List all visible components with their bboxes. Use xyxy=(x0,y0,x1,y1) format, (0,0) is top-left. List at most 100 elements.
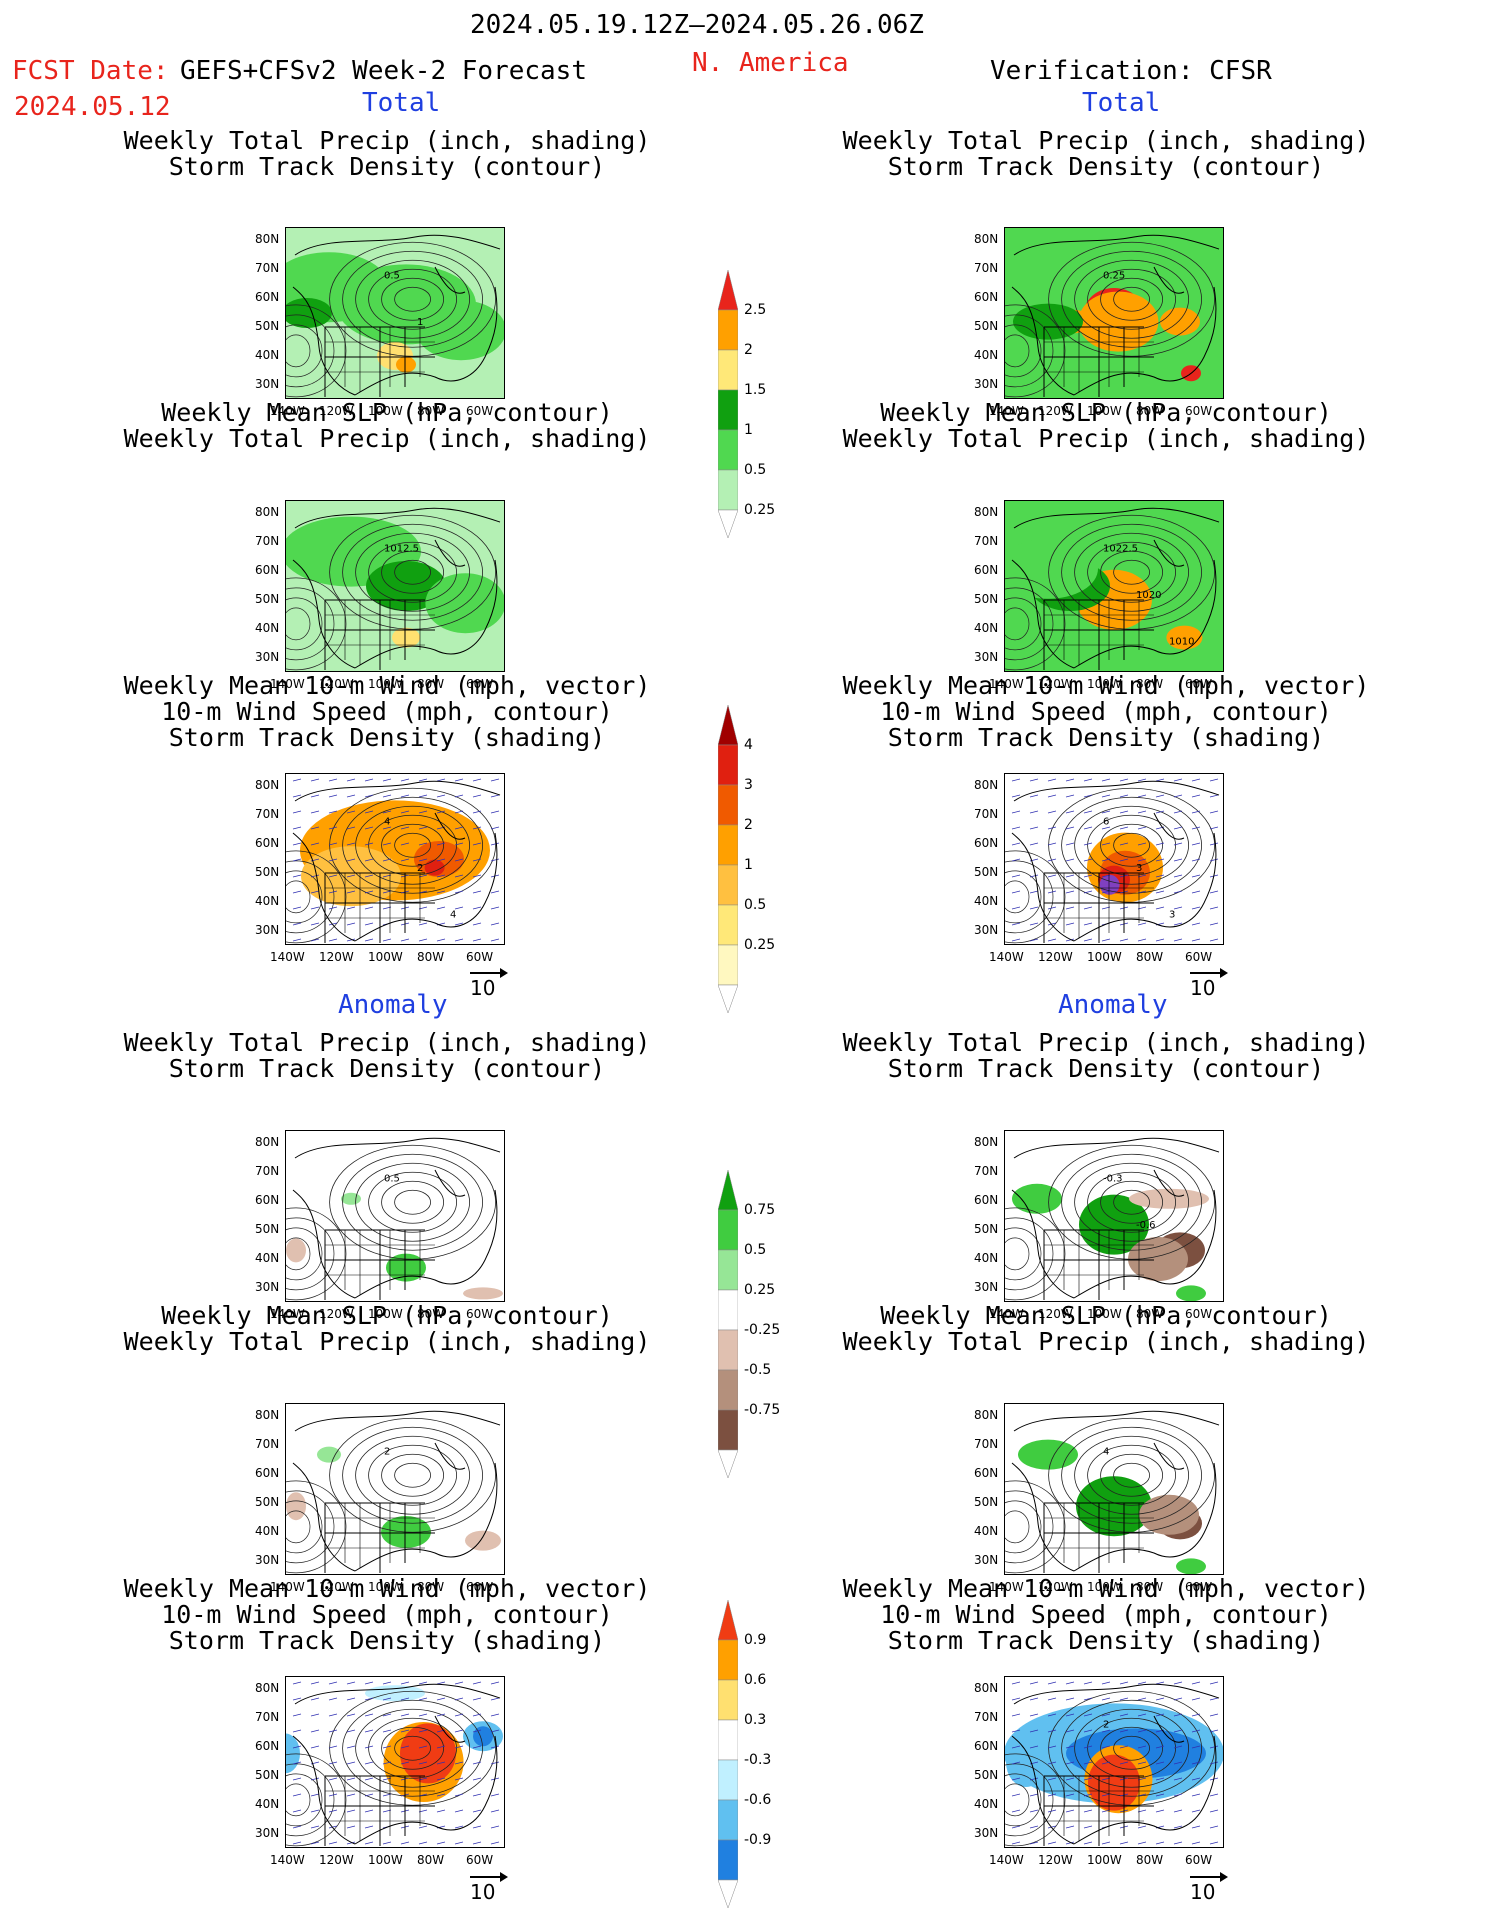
wind-vector xyxy=(472,1825,482,1829)
contour-line xyxy=(1048,1144,1215,1260)
lat-tick-label: 80N xyxy=(255,232,280,246)
wind-vector xyxy=(310,1793,320,1797)
wind-vector xyxy=(1029,794,1039,798)
wind-vector xyxy=(400,794,410,798)
wind-vector xyxy=(1101,810,1111,814)
wind-vector xyxy=(1209,938,1219,942)
wind-vector xyxy=(418,1697,428,1701)
map-fc-total-slp: 1012.5 80N 70N 60N 50N 40N 30N 140W 120W 100W 80W 6… xyxy=(245,500,506,690)
wind-vector xyxy=(1029,778,1039,782)
wind-vector xyxy=(454,842,464,846)
lat-tick-label: 80N xyxy=(974,505,999,519)
map-fc-anom-slp-plot: 2 xyxy=(245,1403,505,1575)
wind-vector xyxy=(1029,1777,1039,1781)
wind-vector xyxy=(1119,1729,1129,1733)
wind-vector xyxy=(1083,842,1093,846)
lon-tick-label: 80W xyxy=(417,1580,445,1594)
wind-vector xyxy=(1029,906,1039,910)
colorbar-total_storm-swatches xyxy=(717,704,739,1014)
wind-vector xyxy=(328,938,338,942)
shading-region xyxy=(1079,1194,1149,1255)
contour-line xyxy=(1100,277,1163,321)
wind-vector xyxy=(454,1729,464,1733)
wind-vector xyxy=(400,1745,410,1749)
wind-vector xyxy=(490,1745,500,1749)
contour-label: 4 xyxy=(384,817,390,828)
contour-line xyxy=(1113,1462,1150,1488)
contour-line xyxy=(355,1708,470,1788)
lat-tick-label: 60N xyxy=(255,1739,280,1753)
contour-line xyxy=(342,250,483,348)
wind-vector xyxy=(472,778,482,782)
wind-vector xyxy=(1047,810,1057,814)
lon-tick-label: 80W xyxy=(1136,1307,1164,1321)
wind-vector xyxy=(1191,938,1201,942)
wind-vector xyxy=(418,938,428,942)
shading-region xyxy=(282,298,332,328)
vector-ref-label-anom-obs: 10 xyxy=(1190,1880,1216,1904)
contour-line xyxy=(1087,1171,1176,1233)
wind-vector xyxy=(1137,1745,1147,1749)
colorbar-swatch xyxy=(717,1169,739,1211)
wind-vector xyxy=(1191,1745,1201,1749)
wind-vector xyxy=(1191,810,1201,814)
lon-tick-label: 80W xyxy=(417,404,445,418)
wind-vector xyxy=(1047,842,1057,846)
wind-vector xyxy=(292,1809,302,1813)
colorbar-anom_storm: 0.9 0.6 0.3 -0.3 -0.6 -0.9 xyxy=(717,1599,771,1914)
wind-vector xyxy=(472,874,482,878)
wind-vector xyxy=(382,1841,392,1845)
wind-vector xyxy=(1011,922,1021,926)
wind-vector xyxy=(346,842,356,846)
contour-line xyxy=(1100,1726,1163,1770)
wind-vector xyxy=(1029,826,1039,830)
wind-vector xyxy=(364,938,374,942)
colorbar-label: -0.75 xyxy=(744,1402,781,1418)
wind-vector xyxy=(490,1713,500,1717)
wind-vector xyxy=(490,938,500,942)
wind-vector xyxy=(436,890,446,894)
wind-vector xyxy=(1137,1697,1147,1701)
wind-vector xyxy=(310,842,320,846)
lat-tick-label: 50N xyxy=(255,1495,280,1509)
lon-tick-label: 120W xyxy=(1038,677,1073,691)
wind-vector xyxy=(1083,1729,1093,1733)
contour-label: -0.6 xyxy=(1136,1220,1156,1231)
lat-tick-label: 80N xyxy=(974,232,999,246)
shading-region xyxy=(1129,1188,1209,1209)
wind-vector xyxy=(1029,1729,1039,1733)
colorbar-label: -0.5 xyxy=(744,1362,772,1378)
wind-vector xyxy=(1065,1681,1075,1685)
lat-tick-label: 80N xyxy=(255,1681,280,1695)
wind-vector xyxy=(1119,858,1129,862)
wind-vector xyxy=(1047,1841,1057,1845)
shading-region xyxy=(1139,1494,1199,1535)
shading-region xyxy=(1076,1476,1152,1537)
wind-vector xyxy=(328,794,338,798)
colorbar-swatch xyxy=(717,1639,739,1681)
wind-vector xyxy=(490,906,500,910)
contour-line xyxy=(355,259,470,339)
wind-vector xyxy=(1155,1761,1165,1765)
lon-tick-label: 100W xyxy=(368,1853,403,1867)
colorbar-swatch xyxy=(717,784,739,826)
lon-tick-label: 80W xyxy=(1136,1580,1164,1594)
wind-vector xyxy=(346,922,356,926)
vector-ref-arrow-anom-fc xyxy=(470,1872,508,1882)
colorbar-label: 0.9 xyxy=(744,1632,767,1648)
wind-vector xyxy=(328,1729,338,1733)
contour-label: 0.5 xyxy=(384,1174,400,1185)
wind-vector xyxy=(346,1777,356,1781)
contour-line xyxy=(329,1417,496,1533)
lon-tick-label: 60W xyxy=(466,404,494,418)
wind-vector xyxy=(1065,778,1075,782)
wind-vector xyxy=(418,842,428,846)
wind-vector xyxy=(418,1761,428,1765)
map-fc-total-storm: 0.5 1 80N 70N 60N 50N 40N 30N 140W 120W 100W 80W 60W xyxy=(245,227,506,417)
wind-vector xyxy=(418,1745,428,1749)
lon-tick-label: 140W xyxy=(270,950,305,964)
colorbar-anom_precip: 0.75 0.5 0.25 -0.25 -0.5 -0.75 xyxy=(717,1169,780,1484)
wind-vector xyxy=(1011,1809,1021,1813)
wind-vector xyxy=(1173,1841,1183,1845)
wind-vector xyxy=(292,890,302,894)
